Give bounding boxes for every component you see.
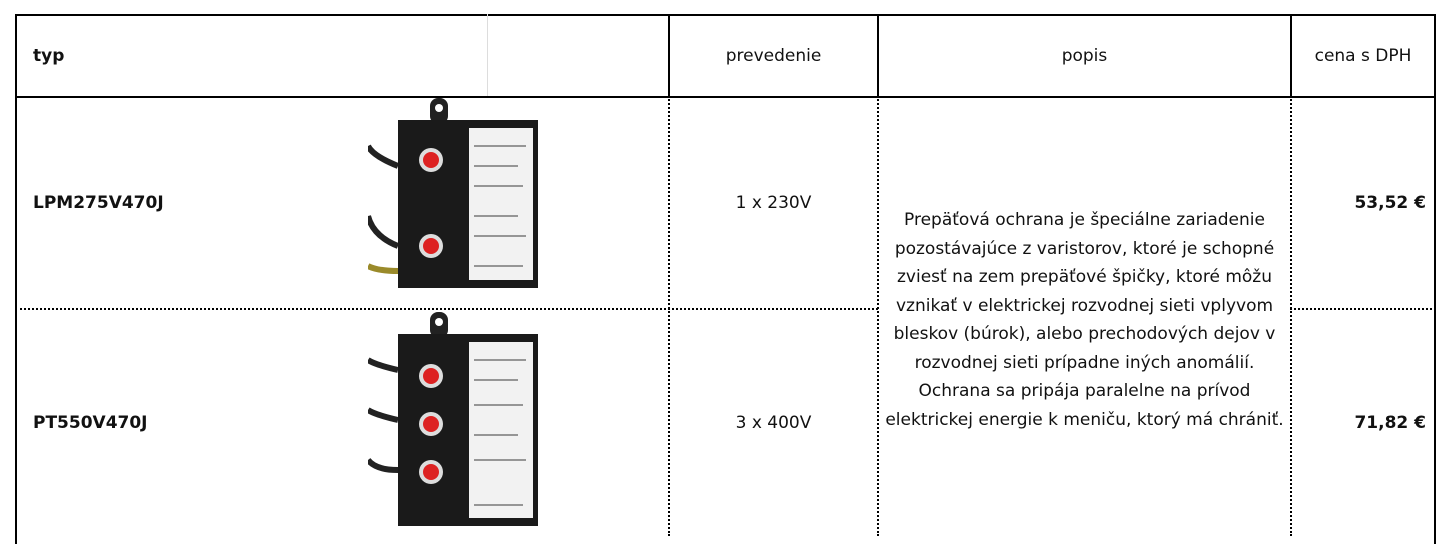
type-cell: LPM275V470J (33, 193, 164, 213)
border (487, 14, 488, 96)
border (15, 14, 1436, 16)
border (1290, 308, 1436, 310)
header-cell: prevedenie (725, 46, 822, 66)
variant-cell: 1 x 230V (735, 193, 812, 213)
border (15, 14, 17, 544)
border (877, 14, 879, 96)
price-cell: 71,82 € (1354, 413, 1426, 433)
price-cell: 53,52 € (1354, 193, 1426, 213)
header-cell: popis (1061, 46, 1108, 66)
border (668, 14, 670, 96)
border (1290, 96, 1292, 536)
description-cell: Prepäťová ochrana je špeciálne zariadeni… (885, 210, 1284, 430)
product-image (368, 312, 538, 526)
product-image (368, 98, 538, 288)
border (1290, 14, 1292, 96)
type-cell: PT550V470J (33, 413, 148, 433)
border (877, 96, 879, 536)
header-cell: typ (33, 46, 65, 66)
border (668, 96, 670, 536)
border (15, 308, 878, 310)
border (1434, 14, 1436, 544)
header-cell: cena s DPH (1314, 46, 1412, 66)
border (15, 96, 1436, 98)
variant-cell: 3 x 400V (735, 413, 812, 433)
